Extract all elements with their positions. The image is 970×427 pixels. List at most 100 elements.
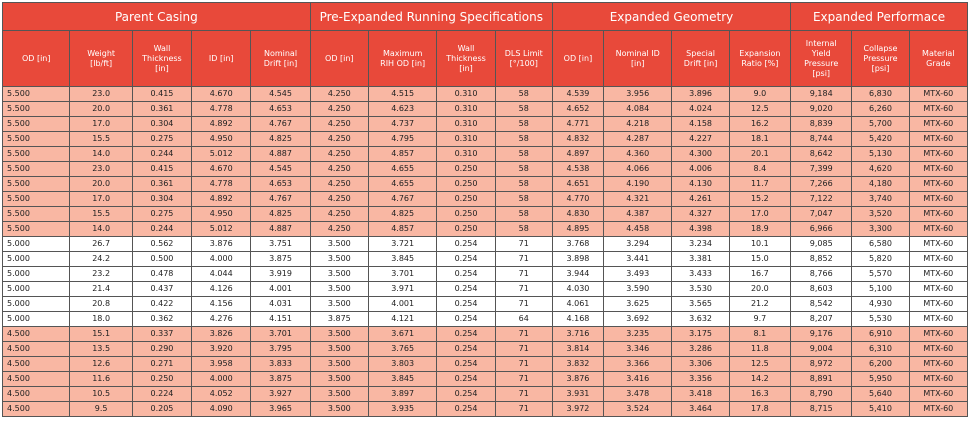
table-cell: 0.275 — [131, 206, 193, 222]
table-cell: 71 — [494, 341, 553, 357]
table-cell: 7,122 — [790, 191, 853, 207]
table-cell: MTX-60 — [908, 191, 969, 207]
table-cell: 15.5 — [69, 206, 133, 222]
table-cell: MTX-60 — [908, 236, 969, 252]
column-header: Nominal ID [in] — [602, 30, 673, 87]
table-cell: MTX-60 — [908, 401, 969, 417]
table-cell: 18.1 — [728, 131, 792, 147]
table-cell: 18.9 — [728, 221, 792, 237]
table-cell: 3.500 — [309, 251, 369, 267]
table-cell: MTX-60 — [908, 86, 969, 102]
table-cell: 0.254 — [436, 341, 496, 357]
table-cell: 4.897 — [551, 146, 604, 162]
table-cell: 4.001 — [367, 296, 438, 312]
table-cell: 4.737 — [367, 116, 438, 132]
table-cell: 0.304 — [131, 191, 193, 207]
table-cell: 7,399 — [790, 161, 853, 177]
table-cell: 16.3 — [728, 386, 792, 402]
table-row: 5.500 14.0 0.244 5.012 4.887 4.250 4.857 0.250 5… — [1, 221, 969, 237]
table-cell: 11.6 — [69, 371, 133, 387]
table-cell: 0.250 — [131, 371, 193, 387]
table-cell: 4.652 — [551, 101, 604, 117]
table-cell: 0.254 — [436, 371, 496, 387]
table-cell: 0.415 — [131, 161, 193, 177]
column-header: Expansion Ratio [%] — [728, 30, 792, 87]
table-cell: 4.458 — [602, 221, 673, 237]
table-cell: 9.5 — [69, 401, 133, 417]
table-cell: 4.156 — [191, 296, 252, 312]
table-cell: 3.464 — [671, 401, 730, 417]
table-cell: 17.0 — [69, 116, 133, 132]
table-cell: 8,839 — [790, 116, 853, 132]
table-cell: 5,130 — [851, 146, 910, 162]
table-cell: 4.825 — [367, 206, 438, 222]
table-cell: 14.0 — [69, 146, 133, 162]
table-cell: 3.306 — [671, 356, 730, 372]
table-row: 4.500 15.1 0.337 3.826 3.701 3.500 3.671 0.254 7… — [1, 326, 969, 342]
table-cell: 4.515 — [367, 86, 438, 102]
table-cell: 21.2 — [728, 296, 792, 312]
table-cell: 0.562 — [131, 236, 193, 252]
table-cell: 5.500 — [1, 86, 71, 102]
table-cell: 8,891 — [790, 371, 853, 387]
table-cell: 4.892 — [191, 116, 252, 132]
table-cell: 4.655 — [367, 176, 438, 192]
table-cell: 15.2 — [728, 191, 792, 207]
table-cell: 4.767 — [250, 191, 311, 207]
table-cell: 21.4 — [69, 281, 133, 297]
table-cell: 4.168 — [551, 311, 604, 327]
table-cell: 3.765 — [367, 341, 438, 357]
table-cell: 4.545 — [250, 161, 311, 177]
table-cell: 3,520 — [851, 206, 910, 222]
table-cell: 0.254 — [436, 401, 496, 417]
table-cell: 9,020 — [790, 101, 853, 117]
table-cell: 3.833 — [250, 356, 311, 372]
table-cell: 3.625 — [602, 296, 673, 312]
table-row: 5.500 15.5 0.275 4.950 4.825 4.250 4.795 0.310 5… — [1, 131, 969, 147]
table-cell: 4.218 — [602, 116, 673, 132]
table-cell: 6,200 — [851, 356, 910, 372]
table-cell: 3.356 — [671, 371, 730, 387]
table-cell: 4.500 — [1, 326, 71, 342]
table-cell: 4.892 — [191, 191, 252, 207]
table-cell: 23.0 — [69, 161, 133, 177]
table-cell: 4,930 — [851, 296, 910, 312]
table-cell: 4.250 — [309, 161, 369, 177]
table-cell: 6,580 — [851, 236, 910, 252]
table-cell: 4.158 — [671, 116, 730, 132]
table-cell: 13.5 — [69, 341, 133, 357]
table-cell: MTX-60 — [908, 206, 969, 222]
table-cell: 24.2 — [69, 251, 133, 267]
table-cell: MTX-60 — [908, 266, 969, 282]
table-cell: 3.721 — [367, 236, 438, 252]
table-cell: 5.000 — [1, 251, 71, 267]
table-cell: 4.261 — [671, 191, 730, 207]
table-cell: 3.826 — [191, 326, 252, 342]
column-header: Material Grade — [908, 30, 969, 87]
table-cell: 3.175 — [671, 326, 730, 342]
table-cell: 4.623 — [367, 101, 438, 117]
table-cell: 12.6 — [69, 356, 133, 372]
table-cell: 3.875 — [250, 251, 311, 267]
group-header-row: Parent Casing Pre-Expanded Running Specif… — [2, 2, 968, 31]
table-cell: 71 — [494, 251, 553, 267]
table-cell: 3.692 — [602, 311, 673, 327]
table-cell: 17.0 — [69, 191, 133, 207]
table-cell: 9,184 — [790, 86, 853, 102]
table-cell: 0.250 — [436, 161, 496, 177]
table-cell: 20.8 — [69, 296, 133, 312]
table-cell: 58 — [494, 191, 553, 207]
table-row: 5.500 17.0 0.304 4.892 4.767 4.250 4.737 0.310 5… — [1, 116, 969, 132]
table-cell: 4.653 — [250, 176, 311, 192]
table-row: 4.500 10.5 0.224 4.052 3.927 3.500 3.897 0.254 7… — [1, 386, 969, 402]
table-cell: 7,266 — [790, 176, 853, 192]
table-cell: 0.415 — [131, 86, 193, 102]
table-row: 5.000 23.2 0.478 4.044 3.919 3.500 3.701 0.254 7… — [1, 266, 969, 282]
table-cell: 5,950 — [851, 371, 910, 387]
table-cell: 26.7 — [69, 236, 133, 252]
table-cell: 3.294 — [602, 236, 673, 252]
table-cell: 3.803 — [367, 356, 438, 372]
specs-table: Parent Casing Pre-Expanded Running Specif… — [1, 2, 969, 417]
table-cell: 4.130 — [671, 176, 730, 192]
table-cell: 0.361 — [131, 101, 193, 117]
